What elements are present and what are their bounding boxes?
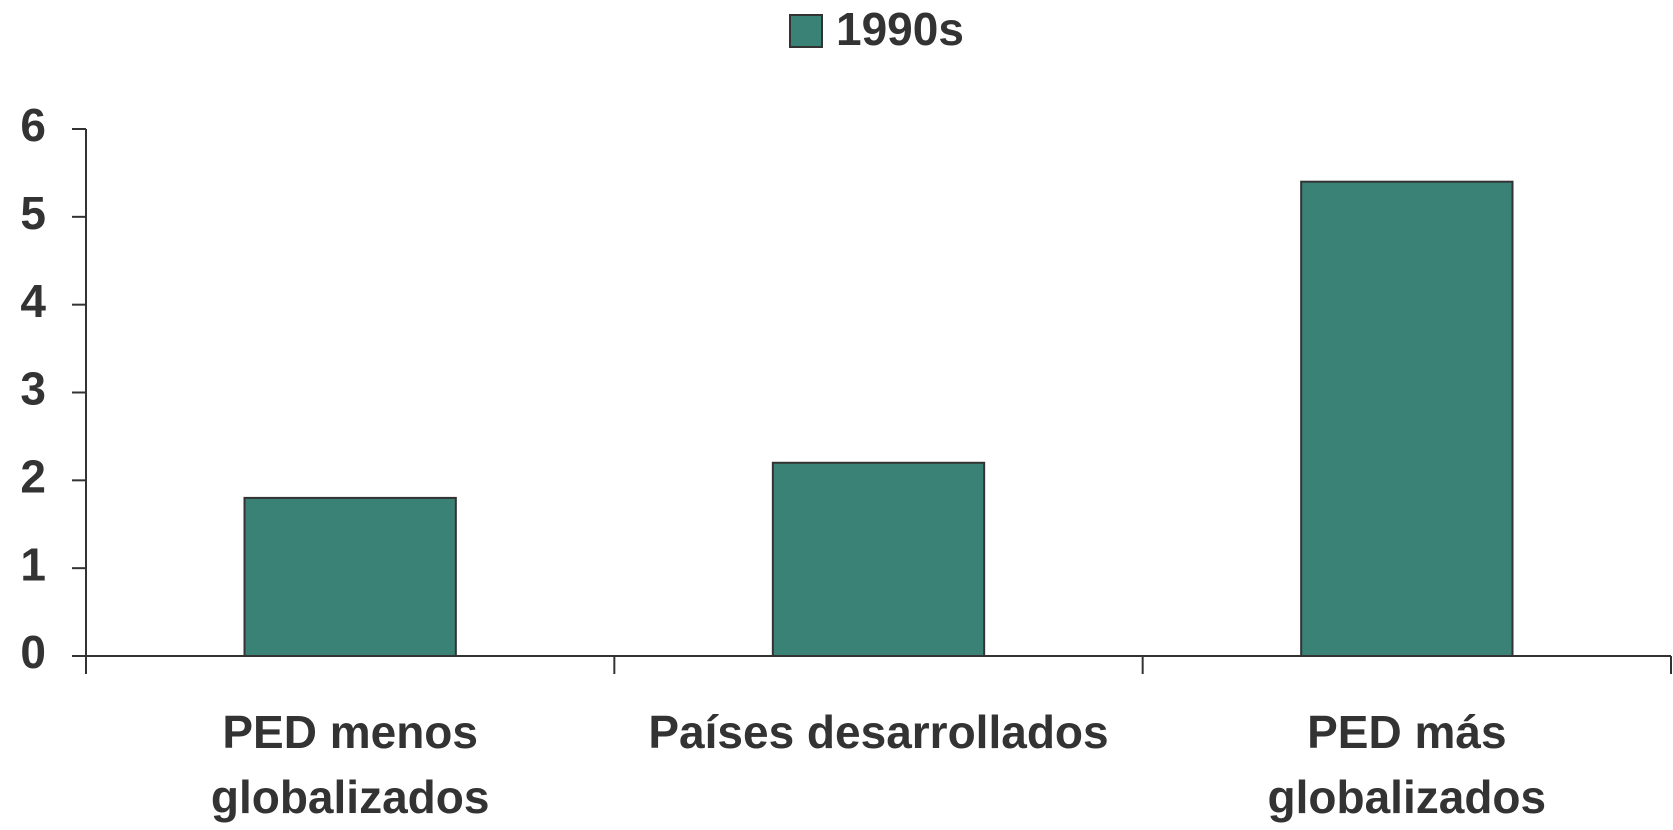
legend-label: 1990s <box>836 3 964 55</box>
bar <box>243 496 457 657</box>
x-tick-label: PED menos globalizados <box>210 706 490 823</box>
x-tick-label: PED más globalizados <box>1267 706 1547 823</box>
x-tick-label: Países desarrollados <box>648 706 1109 758</box>
legend-swatch <box>789 14 823 48</box>
y-tick-label: 2 <box>20 450 46 502</box>
y-tick-label: 5 <box>20 187 46 239</box>
y-tick-label: 0 <box>20 626 46 678</box>
bar <box>771 461 986 657</box>
y-tick-label: 6 <box>20 99 46 151</box>
y-tick-label: 1 <box>20 538 46 590</box>
y-tick-label: 3 <box>20 363 46 415</box>
bar <box>1300 180 1514 657</box>
y-tick-label: 4 <box>20 275 46 327</box>
